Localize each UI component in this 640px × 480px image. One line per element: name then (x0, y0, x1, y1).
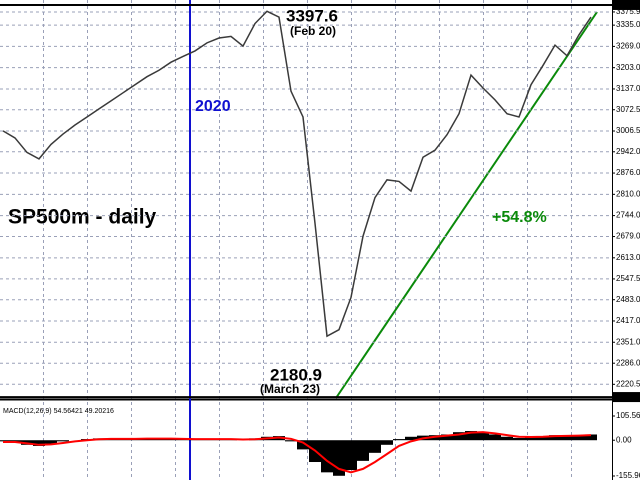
macd-bar (45, 440, 57, 444)
y-tick-label: 2547.5 (616, 274, 640, 283)
macd-bar (501, 436, 513, 441)
y-tick-label: 0.00 (616, 435, 632, 444)
annotation: 2020 (195, 98, 231, 115)
y-tick-label: 2679.0 (616, 232, 640, 241)
macd-bar (585, 434, 597, 441)
macd-bar (453, 432, 465, 441)
macd-bar (393, 439, 405, 441)
macd-bar (513, 437, 525, 441)
macd-bar (345, 440, 357, 471)
y-tick-label: 2483.0 (616, 295, 640, 304)
macd-bar (57, 440, 69, 442)
y-tick-label: 3397.6 (616, 0, 640, 9)
y-tick-label: 3375.9 (616, 7, 640, 16)
y-tick-label: 2286.0 (616, 358, 640, 367)
macd-bar (441, 434, 453, 441)
chart-title: SP500m - daily (8, 206, 157, 229)
tick-highlight (613, 392, 640, 403)
macd-bar (477, 432, 489, 441)
macd-bar (573, 435, 585, 441)
trend-line (335, 11, 598, 399)
y-tick-label: 3006.5 (616, 126, 640, 135)
annotation: (March 23) (260, 382, 320, 396)
macd-title: MACD(12,26,9) 54.56421 49.20216 (3, 408, 114, 415)
tick-highlight (613, 0, 640, 10)
macd-bar (537, 436, 549, 441)
macd-bar (33, 440, 45, 446)
y-tick-label: 2351.0 (616, 337, 640, 346)
y-tick-label: 2180.9 (616, 392, 640, 401)
macd-bar (357, 440, 369, 461)
y-tick-label: 2417.0 (616, 316, 640, 325)
macd-bar (489, 434, 501, 441)
macd-bar (405, 436, 417, 441)
y-tick-label: -155.969 (616, 471, 640, 480)
y-tick-label: 3269.0 (616, 42, 640, 51)
macd-bar (297, 440, 309, 450)
macd-bar (549, 435, 561, 441)
y-tick-label: 2613.0 (616, 253, 640, 262)
macd-bar (465, 431, 477, 441)
annotation: 3397.6 (286, 6, 338, 25)
macd-bar (321, 440, 333, 473)
macd-bar (0, 440, 9, 442)
y-tick-label: 2810.0 (616, 189, 640, 198)
annotation: 2180.9 (270, 365, 322, 384)
y-tick-label: 2220.5 (616, 379, 640, 388)
price-line (2, 10, 592, 338)
y-tick-label: 105.5600 (616, 411, 640, 420)
y-tick-label: 3203.0 (616, 63, 640, 72)
y-tick-label: 2744.0 (616, 211, 640, 220)
y-tick-label: 3335.0 (616, 20, 640, 29)
macd-bar (561, 435, 573, 441)
macd-bar (369, 440, 381, 453)
annotation: (Feb 20) (290, 24, 336, 38)
macd-bar (381, 440, 393, 445)
macd-bar (285, 440, 297, 442)
y-tick-label: 3072.5 (616, 105, 640, 114)
y-tick-label: 2876.0 (616, 168, 640, 177)
y-tick-label: 3137.0 (616, 84, 640, 93)
y-tick-label: 2942.0 (616, 147, 640, 156)
annotation: +54.8% (492, 209, 547, 226)
signal-line (3, 431, 592, 474)
macd-bar (525, 436, 537, 441)
